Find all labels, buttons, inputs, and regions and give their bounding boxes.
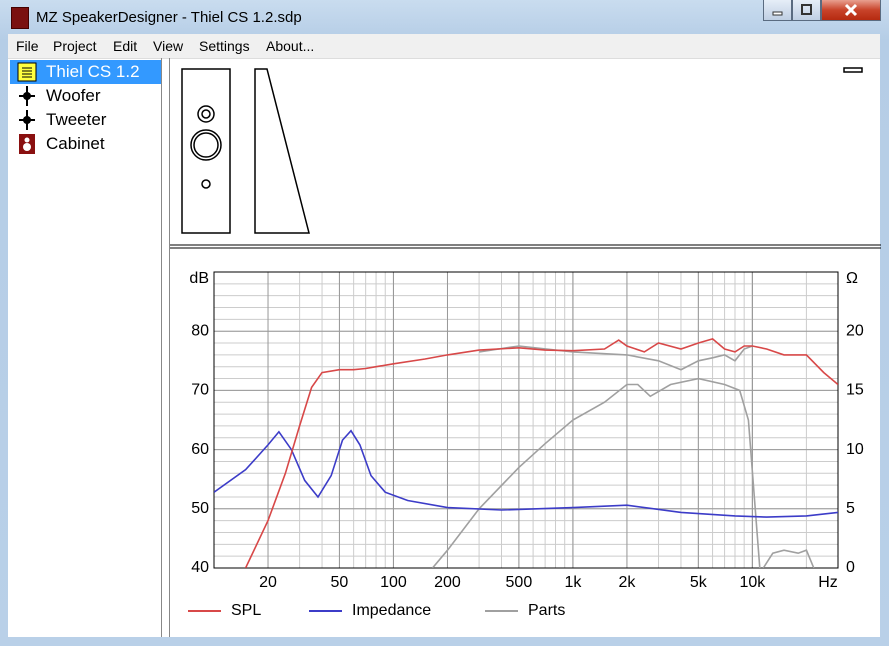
y-tick-label: 60 xyxy=(191,441,209,458)
app-icon xyxy=(11,7,29,29)
y2-axis-label: Ω xyxy=(846,270,858,287)
series-line xyxy=(214,429,838,518)
x-tick-label: 20 xyxy=(259,574,277,591)
x-tick-label: 500 xyxy=(506,574,533,591)
cabinet-front xyxy=(181,68,231,234)
cabinet-side xyxy=(254,68,310,234)
menu-item[interactable]: Settings xyxy=(199,38,250,54)
close-button[interactable] xyxy=(821,0,881,21)
menu-item[interactable]: Project xyxy=(53,38,97,54)
x-tick-label: 5k xyxy=(690,574,708,591)
x-tick-label: 100 xyxy=(380,574,407,591)
series-line xyxy=(244,338,838,568)
x-axis-label: Hz xyxy=(818,574,838,591)
project-tree: Thiel CS 1.2 Woofer Tweeter Cabinet xyxy=(8,58,162,637)
legend-label: SPL xyxy=(231,602,261,619)
x-tick-label: 2k xyxy=(618,574,636,591)
y-tick-label: 40 xyxy=(191,559,209,576)
y2-tick-label: 15 xyxy=(846,382,864,399)
y2-tick-label: 10 xyxy=(846,441,864,458)
tree-icon xyxy=(17,62,37,82)
tree-label: Thiel CS 1.2 xyxy=(46,62,140,81)
series-line xyxy=(762,549,815,568)
tree-item[interactable]: Woofer xyxy=(10,84,161,108)
menu-item[interactable]: View xyxy=(153,38,184,54)
tree-label: Tweeter xyxy=(46,110,107,129)
x-tick-label: 10k xyxy=(739,574,766,591)
legend-label: Parts xyxy=(528,602,565,619)
window-title: MZ SpeakerDesigner - Thiel CS 1.2.sdp xyxy=(36,9,302,26)
client-area: File Project Edit View Settings About... Thie… xyxy=(8,34,881,637)
tree-icon xyxy=(19,134,35,154)
series-line xyxy=(478,345,753,371)
plot-frame xyxy=(213,271,839,569)
tweeter-outline xyxy=(197,105,215,123)
menu-item[interactable]: Edit xyxy=(113,38,138,54)
title-bar: MZ SpeakerDesigner - Thiel CS 1.2.sdp xyxy=(0,0,889,34)
woofer-outline xyxy=(190,129,222,161)
tree-item[interactable]: Tweeter xyxy=(10,108,161,132)
tree-label: Cabinet xyxy=(46,134,105,153)
x-tick-label: 200 xyxy=(434,574,461,591)
main-pane: 20 50 100 200 500 1k 2k 5k 10k 40 50 60 70 80 0 5 10 15 20… xyxy=(169,58,881,637)
pane-control xyxy=(843,67,863,73)
tree-item[interactable]: Cabinet xyxy=(10,132,161,156)
menu-item[interactable]: About... xyxy=(266,38,315,54)
y-tick-label: 70 xyxy=(191,382,209,399)
tree-icon xyxy=(19,110,35,130)
legend-label: Impedance xyxy=(352,602,431,619)
tweeter-dome xyxy=(201,109,211,119)
tree-icon xyxy=(19,86,35,106)
menu-item[interactable]: File xyxy=(16,38,39,54)
y-tick-label: 80 xyxy=(191,322,209,339)
x-tick-label: 1k xyxy=(564,574,582,591)
y2-tick-label: 0 xyxy=(846,559,855,576)
minimize-button[interactable] xyxy=(763,0,792,21)
y-axis-label: dB xyxy=(189,270,209,287)
woofer-cone xyxy=(193,132,219,158)
maximize-button[interactable] xyxy=(792,0,821,21)
y2-tick-label: 20 xyxy=(846,322,864,339)
port xyxy=(201,179,211,189)
y2-tick-label: 5 xyxy=(846,500,855,517)
series-line xyxy=(431,377,761,568)
x-tick-label: 50 xyxy=(331,574,349,591)
tree-label: Woofer xyxy=(46,86,101,105)
y-tick-label: 50 xyxy=(191,500,209,517)
menu-bar: File Project Edit View Settings About... xyxy=(8,34,880,59)
tree-item[interactable]: Thiel CS 1.2 xyxy=(10,60,161,84)
speaker-drawing xyxy=(181,67,863,234)
chart-pane: 20 50 100 200 500 1k 2k 5k 10k 40 50 60 70 80 0 5 10 15 20… xyxy=(170,67,881,619)
